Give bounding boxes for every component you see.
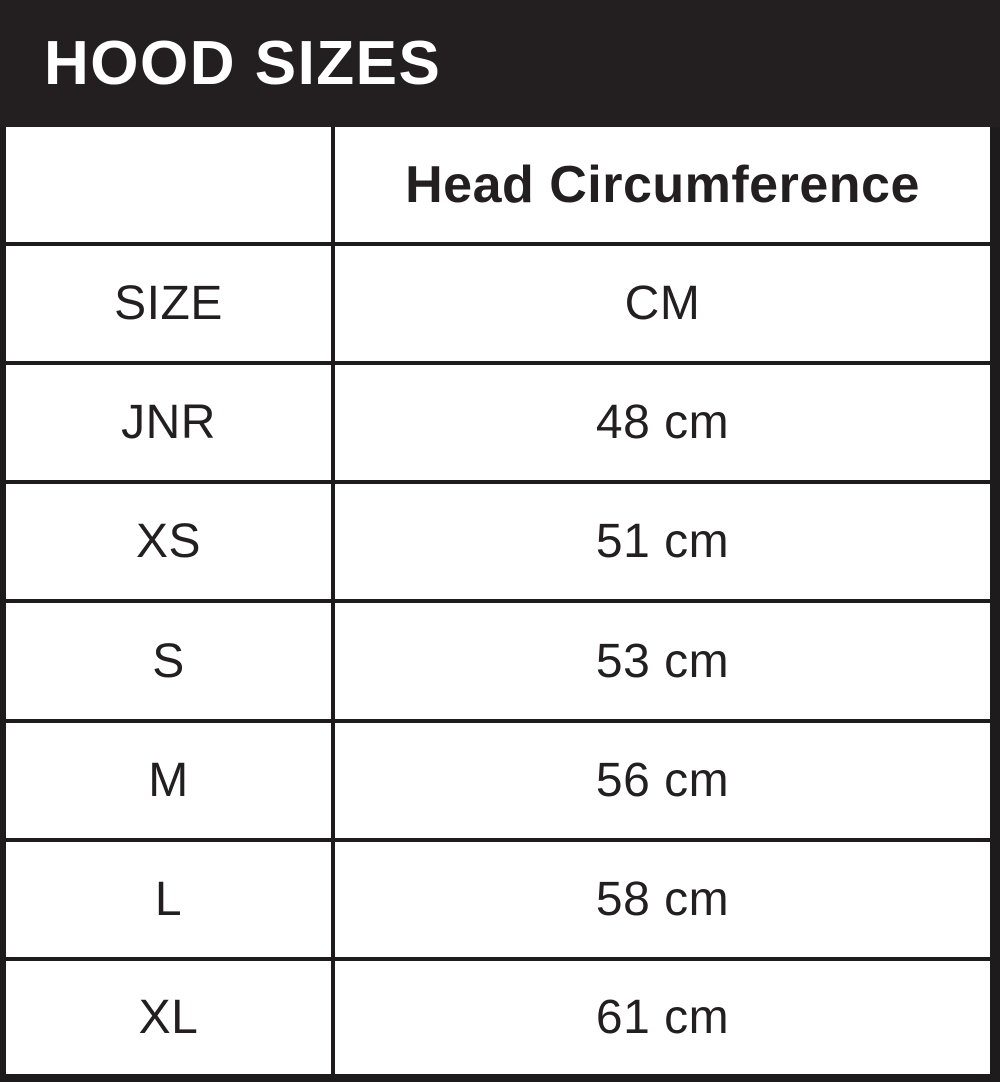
cm-cell: 58 cm <box>331 837 997 961</box>
table-header-row: Head Circumference <box>1 127 997 247</box>
table-row: XL 61 cm <box>1 956 997 1081</box>
size-cell: M <box>1 718 335 842</box>
page-title: HOOD SIZES <box>44 28 442 98</box>
table-row: S 53 cm <box>1 599 997 723</box>
size-cell: XS <box>1 480 335 604</box>
title-bar: HOOD SIZES <box>0 0 1000 127</box>
size-label-cell: SIZE <box>1 242 335 366</box>
table-row: JNR 48 cm <box>1 361 997 485</box>
size-cell: L <box>1 837 335 961</box>
size-cell: XL <box>1 956 335 1081</box>
hood-sizes-table: Head Circumference SIZE CM JNR 48 cm XS … <box>0 127 1000 1082</box>
table-row: XS 51 cm <box>1 480 997 604</box>
empty-header-cell <box>1 127 335 247</box>
head-circumference-header: Head Circumference <box>331 127 997 247</box>
cm-cell: 51 cm <box>331 480 997 604</box>
table-subheader-row: SIZE CM <box>1 242 997 366</box>
size-cell: S <box>1 599 335 723</box>
size-cell: JNR <box>1 361 335 485</box>
cm-cell: 53 cm <box>331 599 997 723</box>
table-row: M 56 cm <box>1 718 997 842</box>
cm-cell: 48 cm <box>331 361 997 485</box>
cm-cell: 56 cm <box>331 718 997 842</box>
table-row: L 58 cm <box>1 837 997 961</box>
unit-label-cell: CM <box>331 242 997 366</box>
cm-cell: 61 cm <box>331 956 997 1081</box>
